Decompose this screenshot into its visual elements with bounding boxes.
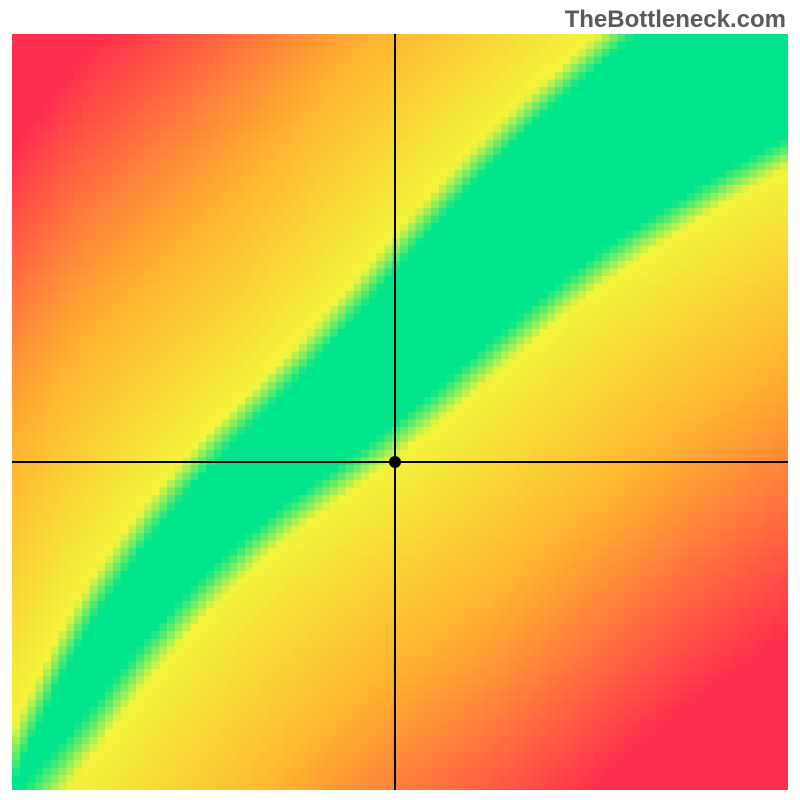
crosshair-point	[389, 456, 401, 468]
attribution-text: TheBottleneck.com	[565, 6, 786, 34]
crosshair-vertical	[394, 34, 396, 790]
chart-container: TheBottleneck.com	[0, 0, 800, 800]
gradient-heatmap	[12, 34, 788, 790]
